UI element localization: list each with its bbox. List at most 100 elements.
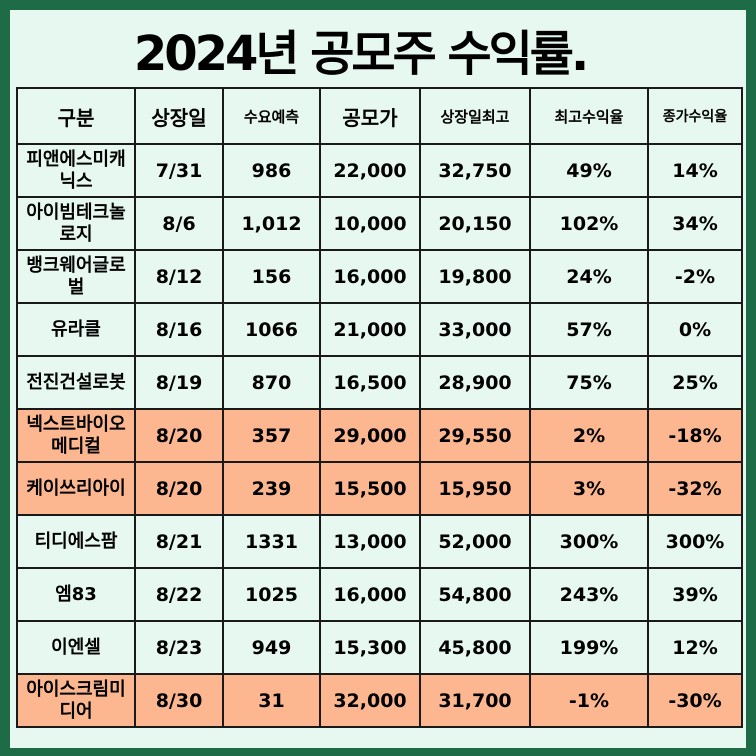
demand-forecast-cell: 156 <box>222 249 321 304</box>
table-row: 티디에스팜 8/21 1331 13,000 52,000 300% 300% <box>16 514 743 569</box>
close-return-cell: 14% <box>647 143 743 198</box>
max-return-cell: 199% <box>529 620 649 675</box>
demand-forecast-cell: 1025 <box>222 567 321 622</box>
table-row: 유라클 8/16 1066 21,000 33,000 57% 0% <box>16 302 743 357</box>
offering-price-cell: 16,000 <box>319 567 421 622</box>
offering-price-cell: 10,000 <box>319 196 421 251</box>
offering-price-cell: 29,000 <box>319 408 421 463</box>
listing-date-cell: 8/6 <box>134 196 224 251</box>
listing-day-high-cell: 32,750 <box>419 143 531 198</box>
canvas: 2024년 공모주 수익률. 구분 상장일 수요예측 공모가 상장일최고 최고수… <box>10 10 746 748</box>
close-return-cell: 39% <box>647 567 743 622</box>
demand-forecast-cell: 986 <box>222 143 321 198</box>
listing-day-high-cell: 20,150 <box>419 196 531 251</box>
company-name-cell: 유라클 <box>16 302 136 357</box>
offering-price-cell: 21,000 <box>319 302 421 357</box>
table-row: 아이스크림미디어 8/30 31 32,000 31,700 -1% -30% <box>16 673 743 728</box>
demand-forecast-cell: 1331 <box>222 514 321 569</box>
header-offering-price: 공모가 <box>319 87 421 145</box>
page-title: 2024년 공모주 수익률. <box>133 26 589 82</box>
listing-date-cell: 8/20 <box>134 461 224 516</box>
table-row: 뱅크웨어글로벌 8/12 156 16,000 19,800 24% -2% <box>16 249 743 304</box>
offering-price-cell: 32,000 <box>319 673 421 728</box>
close-return-cell: 25% <box>647 355 743 410</box>
close-return-cell: 0% <box>647 302 743 357</box>
company-name-cell: 엠83 <box>16 567 136 622</box>
offering-price-cell: 13,000 <box>319 514 421 569</box>
offering-price-cell: 22,000 <box>319 143 421 198</box>
demand-forecast-cell: 1,012 <box>222 196 321 251</box>
table-row: 이엔셀 8/23 949 15,300 45,800 199% 12% <box>16 620 743 675</box>
header-listing-day-high: 상장일최고 <box>419 87 531 145</box>
offering-price-cell: 15,300 <box>319 620 421 675</box>
listing-date-cell: 8/22 <box>134 567 224 622</box>
header-listing-date: 상장일 <box>134 87 224 145</box>
max-return-cell: 243% <box>529 567 649 622</box>
offering-price-cell: 16,500 <box>319 355 421 410</box>
table-row: 피앤에스미캐닉스 7/31 986 22,000 32,750 49% 14% <box>16 143 743 198</box>
max-return-cell: 102% <box>529 196 649 251</box>
demand-forecast-cell: 357 <box>222 408 321 463</box>
listing-day-high-cell: 45,800 <box>419 620 531 675</box>
demand-forecast-cell: 1066 <box>222 302 321 357</box>
listing-day-high-cell: 28,900 <box>419 355 531 410</box>
close-return-cell: -2% <box>647 249 743 304</box>
company-name-cell: 케이쓰리아이 <box>16 461 136 516</box>
table-header-row: 구분 상장일 수요예측 공모가 상장일최고 최고수익율 종가수익율 <box>16 87 743 145</box>
listing-date-cell: 8/30 <box>134 673 224 728</box>
listing-date-cell: 8/20 <box>134 408 224 463</box>
listing-date-cell: 8/19 <box>134 355 224 410</box>
demand-forecast-cell: 239 <box>222 461 321 516</box>
company-name-cell: 티디에스팜 <box>16 514 136 569</box>
max-return-cell: 2% <box>529 408 649 463</box>
close-return-cell: -32% <box>647 461 743 516</box>
listing-date-cell: 7/31 <box>134 143 224 198</box>
listing-date-cell: 8/12 <box>134 249 224 304</box>
listing-date-cell: 8/21 <box>134 514 224 569</box>
max-return-cell: 75% <box>529 355 649 410</box>
offering-price-cell: 15,500 <box>319 461 421 516</box>
listing-day-high-cell: 29,550 <box>419 408 531 463</box>
max-return-cell: 49% <box>529 143 649 198</box>
table-body: 피앤에스미캐닉스 7/31 986 22,000 32,750 49% 14% 아이빔테크놀로… <box>16 143 743 728</box>
listing-day-high-cell: 54,800 <box>419 567 531 622</box>
table-row: 케이쓰리아이 8/20 239 15,500 15,950 3% -32% <box>16 461 743 516</box>
ipo-returns-table: 구분 상장일 수요예측 공모가 상장일최고 최고수익율 종가수익율 피앤에스미캐… <box>16 87 743 728</box>
company-name-cell: 전진건설로봇 <box>16 355 136 410</box>
max-return-cell: 300% <box>529 514 649 569</box>
close-return-cell: 12% <box>647 620 743 675</box>
close-return-cell: -18% <box>647 408 743 463</box>
company-name-cell: 피앤에스미캐닉스 <box>16 143 136 198</box>
demand-forecast-cell: 870 <box>222 355 321 410</box>
company-name-cell: 아이빔테크놀로지 <box>16 196 136 251</box>
listing-date-cell: 8/16 <box>134 302 224 357</box>
offering-price-cell: 16,000 <box>319 249 421 304</box>
max-return-cell: 3% <box>529 461 649 516</box>
table-row: 아이빔테크놀로지 8/6 1,012 10,000 20,150 102% 34% <box>16 196 743 251</box>
max-return-cell: -1% <box>529 673 649 728</box>
listing-day-high-cell: 19,800 <box>419 249 531 304</box>
max-return-cell: 57% <box>529 302 649 357</box>
header-demand-forecast: 수요예측 <box>222 87 321 145</box>
header-max-return: 최고수익율 <box>529 87 649 145</box>
max-return-cell: 24% <box>529 249 649 304</box>
close-return-cell: 34% <box>647 196 743 251</box>
close-return-cell: 300% <box>647 514 743 569</box>
company-name-cell: 넥스트바이오메디컬 <box>16 408 136 463</box>
demand-forecast-cell: 31 <box>222 673 321 728</box>
close-return-cell: -30% <box>647 673 743 728</box>
listing-day-high-cell: 52,000 <box>419 514 531 569</box>
header-category: 구분 <box>16 87 136 145</box>
table-row: 엠83 8/22 1025 16,000 54,800 243% 39% <box>16 567 743 622</box>
table-row: 전진건설로봇 8/19 870 16,500 28,900 75% 25% <box>16 355 743 410</box>
listing-date-cell: 8/23 <box>134 620 224 675</box>
table-row: 넥스트바이오메디컬 8/20 357 29,000 29,550 2% -18% <box>16 408 743 463</box>
listing-day-high-cell: 31,700 <box>419 673 531 728</box>
listing-day-high-cell: 33,000 <box>419 302 531 357</box>
company-name-cell: 아이스크림미디어 <box>16 673 136 728</box>
header-close-return: 종가수익율 <box>647 87 743 145</box>
company-name-cell: 이엔셀 <box>16 620 136 675</box>
company-name-cell: 뱅크웨어글로벌 <box>16 249 136 304</box>
demand-forecast-cell: 949 <box>222 620 321 675</box>
listing-day-high-cell: 15,950 <box>419 461 531 516</box>
